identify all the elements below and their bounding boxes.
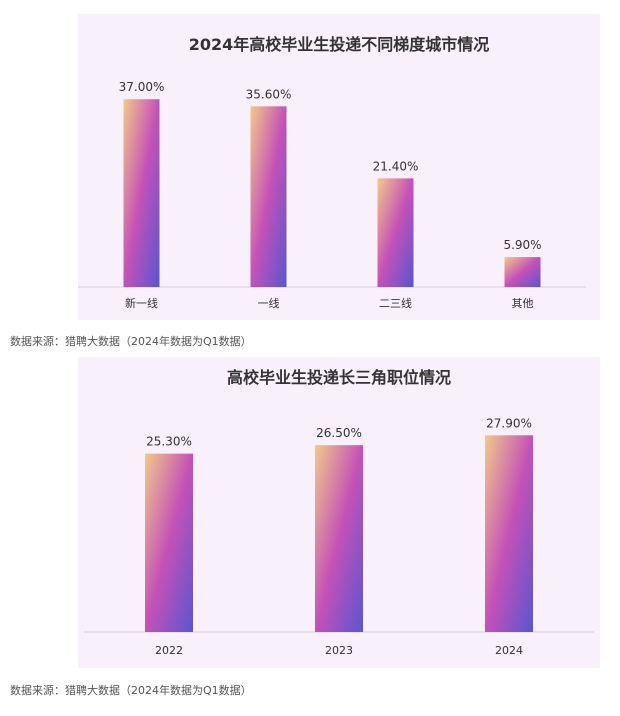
category-label: 新一线 bbox=[125, 296, 158, 310]
value-label: 27.90% bbox=[486, 416, 532, 430]
bar-其他 bbox=[504, 257, 541, 287]
category-label: 2024 bbox=[495, 644, 523, 657]
data-source-note: 数据来源：猎聘大数据（2024年数据为Q1数据） bbox=[10, 684, 252, 697]
bar-2022 bbox=[145, 453, 193, 632]
chart-title: 高校毕业生投递长三角职位情况 bbox=[227, 368, 451, 387]
chart-title: 2024年高校毕业生投递不同梯度城市情况 bbox=[189, 35, 490, 54]
category-label: 2022 bbox=[155, 644, 183, 657]
category-label: 二三线 bbox=[379, 296, 412, 310]
value-label: 35.60% bbox=[246, 87, 292, 101]
chart-panel-yangtze-delta: 高校毕业生投递长三角职位情况 25.30% 2022 26.50% 2023 27.90%… bbox=[78, 357, 600, 668]
category-label: 一线 bbox=[258, 296, 280, 310]
yangtze-delta-bar-chart: 高校毕业生投递长三角职位情况 25.30% 2022 26.50% 2023 27.90%… bbox=[84, 368, 594, 657]
category-label: 2023 bbox=[325, 644, 353, 657]
data-source-note: 数据来源：猎聘大数据（2024年数据为Q1数据） bbox=[10, 335, 252, 348]
value-label: 5.90% bbox=[503, 238, 541, 252]
value-label: 25.30% bbox=[146, 435, 192, 449]
value-label: 37.00% bbox=[119, 80, 165, 94]
bar-2024 bbox=[485, 435, 533, 632]
bar-2023 bbox=[315, 445, 363, 632]
bar-一线 bbox=[250, 106, 287, 287]
city-tier-bar-chart: 2024年高校毕业生投递不同梯度城市情况 37.00% 新一线 35.60% 一线 21.… bbox=[78, 35, 586, 310]
value-label: 26.50% bbox=[316, 426, 362, 440]
bar-二三线 bbox=[377, 178, 414, 287]
value-label: 21.40% bbox=[373, 159, 419, 173]
category-label: 其他 bbox=[512, 297, 534, 310]
bar-新一线 bbox=[123, 99, 160, 287]
chart-panel-city-tiers: 2024年高校毕业生投递不同梯度城市情况 37.00% 新一线 35.60% 一线 21.… bbox=[78, 14, 600, 320]
